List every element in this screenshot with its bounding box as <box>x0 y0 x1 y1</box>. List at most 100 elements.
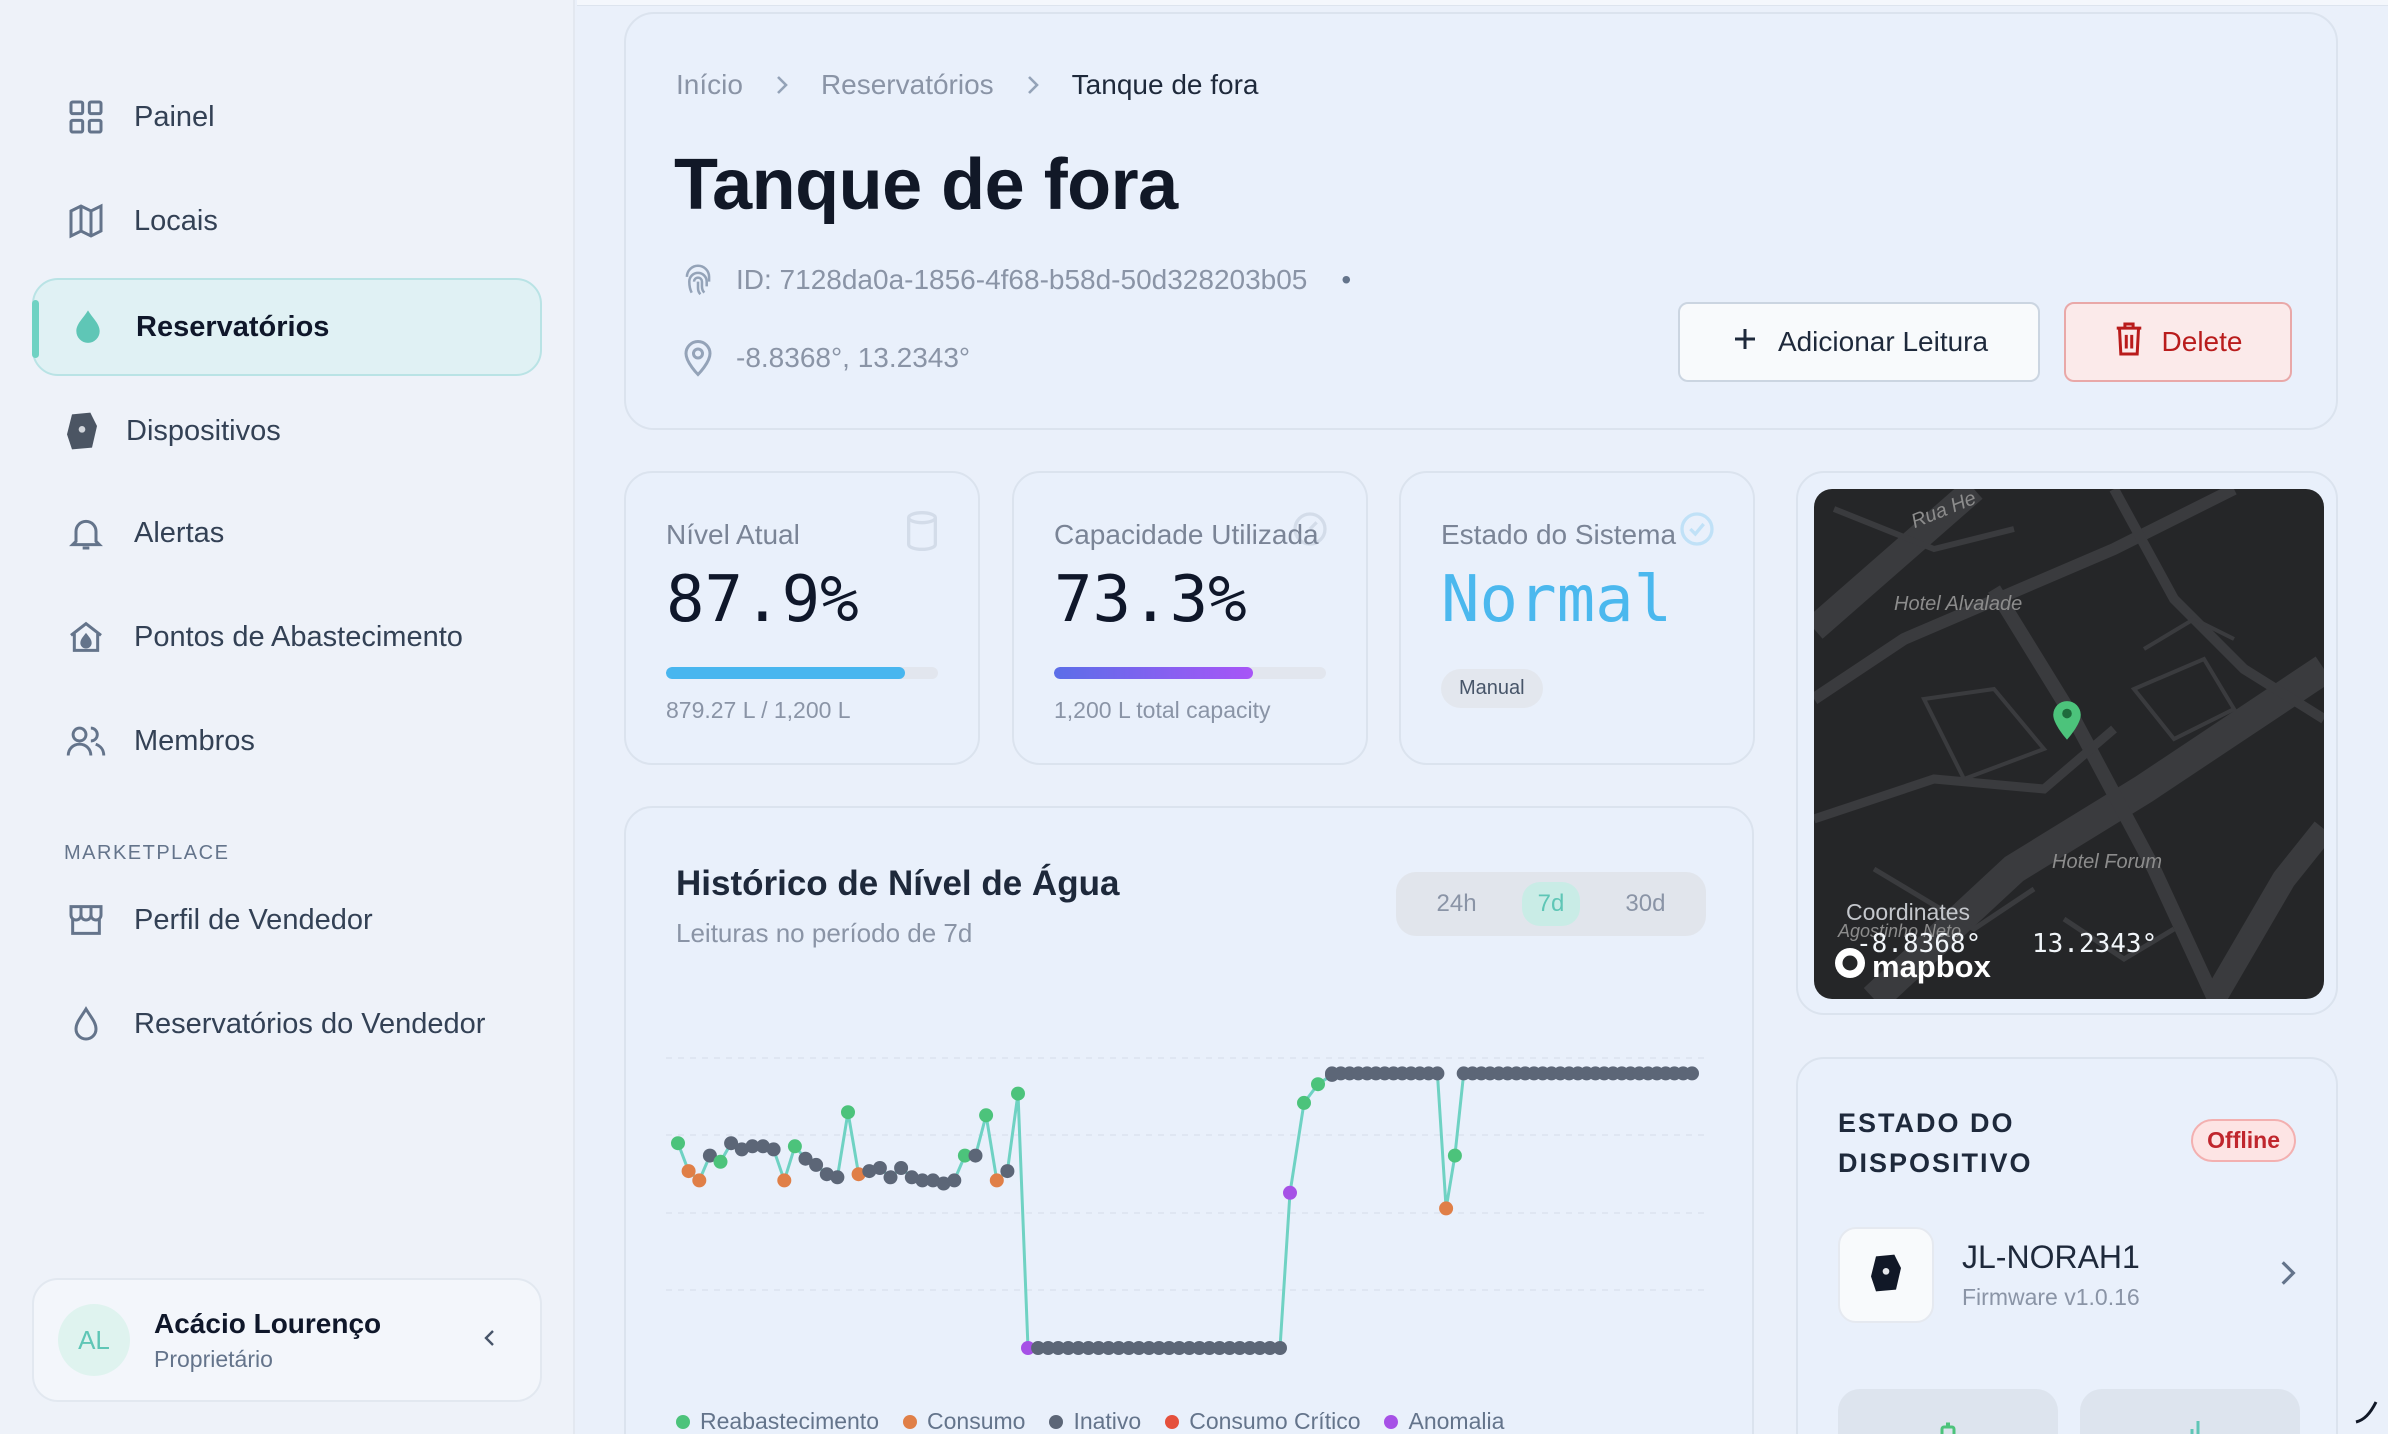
chart-point[interactable] <box>671 1136 685 1151</box>
chart-point[interactable] <box>1283 1185 1297 1200</box>
chart-title: Histórico de Nível de Água <box>676 864 1120 903</box>
chart-point[interactable] <box>745 1139 760 1154</box>
chart-subtitle: Leituras no período de 7d <box>676 918 973 948</box>
chart-point[interactable] <box>734 1142 749 1157</box>
chart-point[interactable] <box>1021 1341 1035 1355</box>
chart-point[interactable] <box>1131 1341 1146 1355</box>
chart-point[interactable] <box>819 1167 834 1182</box>
chart-point[interactable] <box>947 1173 962 1188</box>
location-map[interactable]: Rua He Hotel Alvalade Hotel Forum Agosti… <box>1814 489 2324 999</box>
chart-point[interactable] <box>1121 1341 1136 1355</box>
chart-point[interactable] <box>957 1148 972 1163</box>
chart-point[interactable] <box>1011 1086 1025 1101</box>
sidebar-item-perfil-vendedor[interactable]: Perfil de Vendedor <box>32 871 542 969</box>
resize-handle-icon[interactable] <box>2352 1396 2382 1431</box>
chart-point[interactable] <box>1439 1201 1454 1216</box>
chart-point[interactable] <box>989 1173 1004 1188</box>
chart-point[interactable] <box>1685 1066 1699 1081</box>
chart-point[interactable] <box>1242 1341 1257 1355</box>
sidebar-item-reservatorios[interactable]: Reservatórios <box>32 278 542 376</box>
chart-point[interactable] <box>883 1170 898 1185</box>
chart-point[interactable] <box>1252 1341 1267 1355</box>
chart-point[interactable] <box>1447 1148 1462 1163</box>
chart-point[interactable] <box>1430 1066 1445 1081</box>
range-7d-button[interactable]: 7d <box>1521 882 1581 926</box>
chart-point[interactable] <box>1202 1341 1217 1355</box>
current-level-progress <box>666 667 938 679</box>
chart-point[interactable] <box>1152 1341 1166 1355</box>
chart-point[interactable] <box>872 1161 887 1175</box>
marketplace-section-label: MARKETPLACE <box>64 842 230 864</box>
chart-point[interactable] <box>756 1139 770 1154</box>
chart-point[interactable] <box>1222 1341 1237 1355</box>
breadcrumb-inicio[interactable]: Início <box>676 69 743 100</box>
chart-point[interactable] <box>798 1151 813 1166</box>
chart-point[interactable] <box>1273 1341 1287 1355</box>
range-24h-button[interactable]: 24h <box>1436 890 1477 917</box>
chart-point[interactable] <box>787 1139 802 1154</box>
device-action-tile[interactable] <box>1838 1389 2058 1434</box>
device-action-tile[interactable] <box>2080 1389 2300 1434</box>
sidebar-item-label: Reservatórios do Vendedor <box>134 1007 486 1040</box>
chart-point[interactable] <box>1162 1341 1177 1355</box>
chart-point[interactable] <box>1041 1341 1056 1355</box>
chart-point[interactable] <box>841 1105 855 1120</box>
map-marker-icon[interactable] <box>2050 697 2084 746</box>
chart-point[interactable] <box>702 1148 717 1163</box>
collapse-sidebar-button[interactable] <box>468 1318 512 1362</box>
chart-point[interactable] <box>1061 1341 1076 1355</box>
range-30d-button[interactable]: 30d <box>1625 890 1666 917</box>
chart-point[interactable] <box>979 1108 994 1123</box>
chart-point[interactable] <box>1031 1341 1046 1355</box>
chart-point[interactable] <box>915 1173 930 1188</box>
chart-point[interactable] <box>1212 1341 1227 1355</box>
chart-point[interactable] <box>904 1170 919 1185</box>
sidebar-item-dispositivos[interactable]: Dispositivos <box>32 382 542 480</box>
chart-point[interactable] <box>936 1176 951 1191</box>
capacity-used-progress-fill <box>1054 667 1254 679</box>
water-level-chart <box>666 1057 1706 1355</box>
sidebar-item-painel[interactable]: Painel <box>32 68 542 166</box>
delete-button[interactable]: Delete <box>2064 302 2292 382</box>
chart-point[interactable] <box>1262 1341 1277 1355</box>
sidebar-item-reservatorios-vendedor[interactable]: Reservatórios do Vendedor <box>32 975 542 1073</box>
chart-point[interactable] <box>766 1142 781 1157</box>
device-row[interactable]: JL-NORAH1 Firmware v1.0.16 <box>1838 1227 2300 1323</box>
chart-point[interactable] <box>1311 1077 1325 1092</box>
chart-point[interactable] <box>894 1161 909 1175</box>
chart-point[interactable] <box>1091 1341 1106 1355</box>
chart-point[interactable] <box>809 1157 824 1172</box>
sidebar-item-pontos[interactable]: Pontos de Abastecimento <box>32 588 542 686</box>
chart-point[interactable] <box>1192 1341 1207 1355</box>
chart-point[interactable] <box>1081 1341 1096 1355</box>
chart-point[interactable] <box>1172 1341 1187 1355</box>
sidebar-item-alertas[interactable]: Alertas <box>32 484 542 582</box>
user-card[interactable]: AL Acácio Lourenço Proprietário <box>32 1278 542 1402</box>
chart-point[interactable] <box>1142 1341 1156 1355</box>
chart-point[interactable] <box>681 1164 696 1179</box>
chart-point[interactable] <box>1000 1164 1015 1179</box>
chart-point[interactable] <box>968 1148 983 1163</box>
chart-point[interactable] <box>851 1167 866 1182</box>
chart-point[interactable] <box>862 1164 877 1179</box>
chart-point[interactable] <box>926 1173 940 1188</box>
signal-icon <box>2180 1419 2204 1434</box>
chart-point[interactable] <box>1232 1341 1247 1355</box>
chart-point[interactable] <box>1051 1341 1066 1355</box>
chart-point[interactable] <box>1111 1341 1126 1355</box>
chart-point[interactable] <box>1182 1341 1197 1355</box>
chart-point[interactable] <box>777 1173 792 1188</box>
sidebar-item-locais[interactable]: Locais <box>32 172 542 270</box>
chart-point[interactable] <box>1071 1341 1086 1355</box>
chart-point[interactable] <box>1101 1341 1116 1355</box>
chart-point[interactable] <box>1297 1095 1311 1110</box>
chart-point[interactable] <box>692 1173 707 1188</box>
chart-point[interactable] <box>830 1170 845 1185</box>
breadcrumb-reservatorios[interactable]: Reservatórios <box>820 69 994 100</box>
chart-point[interactable] <box>724 1136 739 1151</box>
add-reading-button[interactable]: Adicionar Leitura <box>1678 302 2040 382</box>
sidebar-item-membros[interactable]: Membros <box>32 692 542 790</box>
chart-point[interactable] <box>713 1154 728 1169</box>
legend-label: Consumo <box>927 1408 1026 1434</box>
mapbox-logo[interactable]: mapbox <box>1832 945 1991 989</box>
